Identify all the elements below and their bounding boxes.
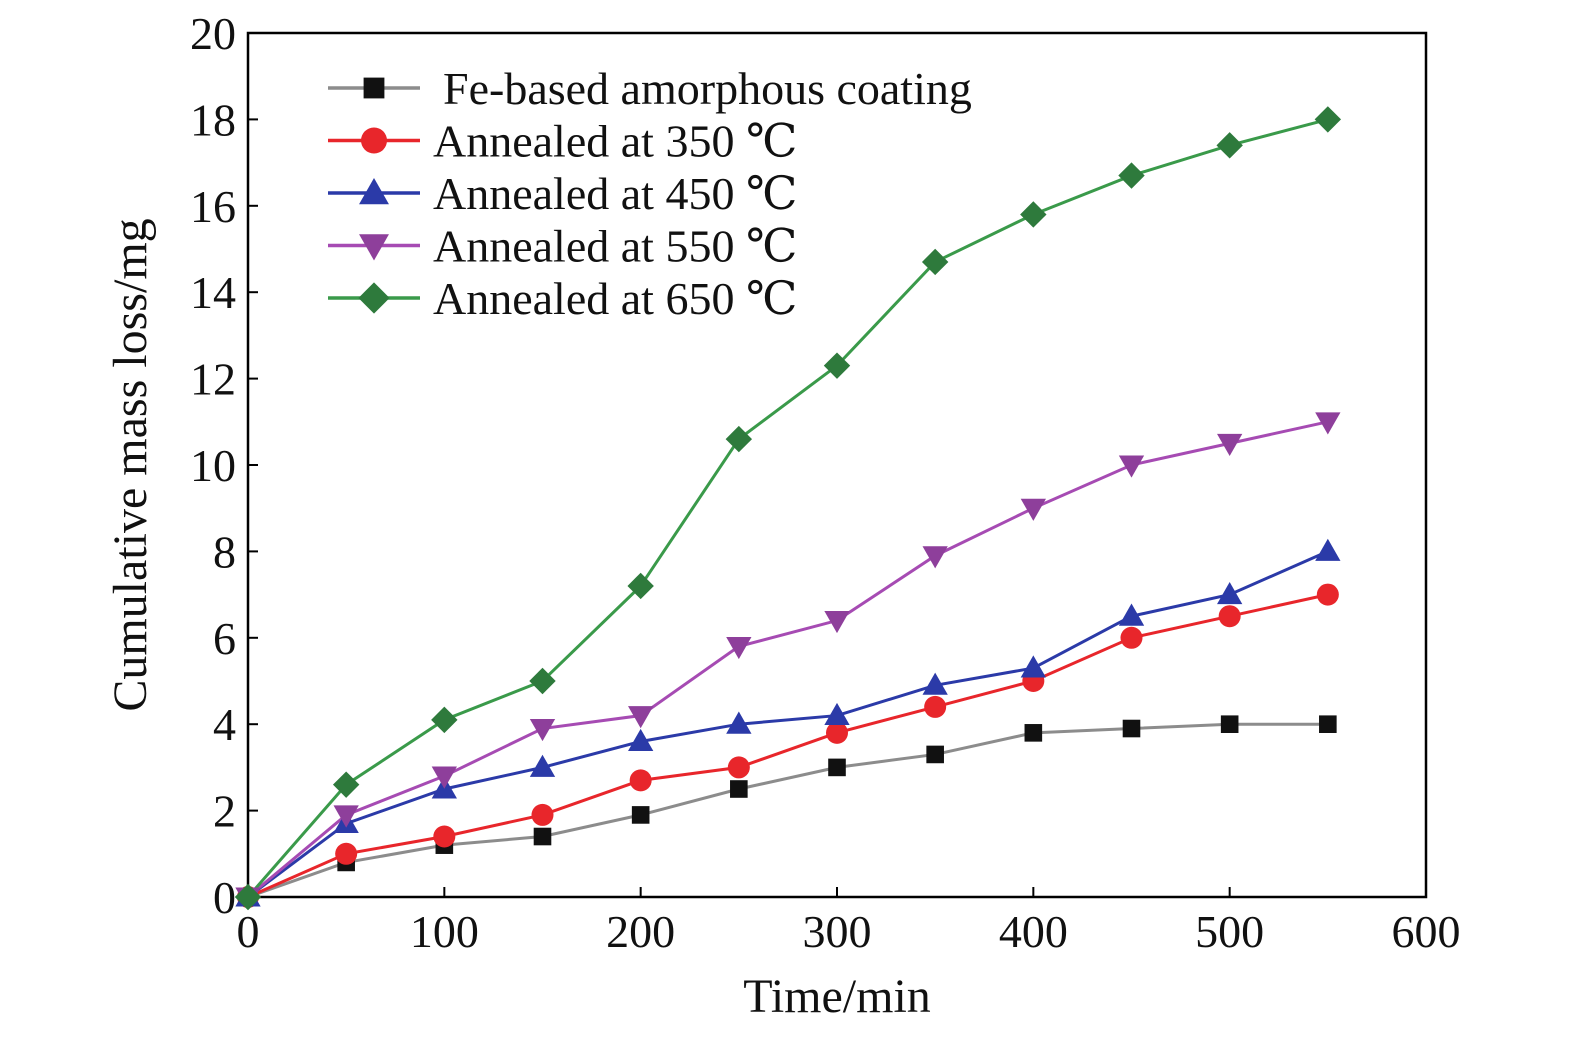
legend-marker	[363, 77, 385, 99]
data-point	[823, 352, 851, 379]
data-point	[332, 771, 360, 798]
data-point	[629, 769, 652, 792]
data-point	[1118, 162, 1145, 189]
data-point	[1315, 412, 1341, 435]
data-point	[628, 706, 654, 729]
series-line	[247, 550, 1329, 899]
data-point	[533, 827, 552, 846]
data-point	[1314, 106, 1342, 133]
legend-label: Annealed at 450 ℃	[433, 168, 797, 219]
data-point	[926, 745, 944, 764]
data-point	[628, 728, 654, 751]
legend-label: Annealed at 350 ℃	[433, 116, 797, 167]
x-tick-label: 100	[410, 906, 479, 957]
series-lines	[246, 117, 1329, 899]
data-point	[529, 667, 556, 695]
y-tick-label: 14	[190, 267, 236, 318]
series-line	[247, 420, 1329, 899]
x-tick-label: 0	[237, 906, 260, 957]
data-point	[1118, 455, 1145, 478]
legend-label: Annealed at 650 ℃	[433, 273, 797, 324]
data-point	[824, 611, 850, 634]
data-point	[730, 780, 748, 798]
data-point	[726, 711, 752, 734]
x-tick-label: 300	[803, 906, 872, 957]
y-tick-label: 4	[213, 699, 236, 750]
y-tick-label: 10	[190, 440, 236, 491]
x-axis-title: Time/min	[743, 970, 931, 1023]
series-line	[247, 722, 1328, 899]
data-point	[726, 636, 752, 660]
data-point	[531, 803, 554, 826]
data-point	[725, 425, 753, 453]
data-point	[727, 756, 750, 779]
legend-marker	[358, 282, 390, 314]
data-point	[1220, 715, 1239, 733]
data-point	[922, 546, 948, 569]
y-tick-label: 6	[213, 613, 236, 664]
y-tick-label: 18	[190, 94, 236, 145]
data-point	[826, 721, 848, 744]
data-point	[1316, 583, 1339, 606]
data-point	[1020, 498, 1046, 521]
data-point	[924, 695, 947, 718]
data-point	[921, 248, 949, 276]
data-point	[529, 754, 556, 777]
data-point	[335, 842, 358, 865]
y-tick-label: 20	[190, 8, 236, 59]
data-point	[1120, 626, 1143, 649]
data-point	[824, 702, 850, 726]
data-point	[631, 806, 650, 824]
data-point	[1020, 655, 1046, 678]
data-point	[1020, 201, 1047, 228]
legend-marker	[361, 127, 387, 154]
legend-marker	[359, 178, 389, 205]
data-point	[1217, 433, 1243, 457]
data-point	[1217, 581, 1243, 605]
data-point	[1218, 605, 1241, 628]
data-point	[1118, 603, 1145, 626]
data-point	[1315, 538, 1341, 561]
data-point	[234, 883, 262, 911]
axis-ticks: 0 100 200 300 400 500 600 0 2 4 6 8 10 12 14 16 18 20	[190, 8, 1461, 957]
series-markers	[234, 106, 1342, 911]
x-tick-label: 200	[606, 906, 675, 957]
data-point	[529, 719, 556, 742]
x-tick-label: 500	[1195, 906, 1264, 957]
x-tick-label: 600	[1392, 906, 1461, 957]
y-tick-label: 2	[213, 786, 236, 837]
data-point	[431, 706, 458, 734]
legend-marker	[359, 234, 389, 261]
data-point	[922, 672, 948, 695]
data-point	[627, 572, 654, 600]
data-point	[828, 758, 846, 777]
legend-label: Fe-based amorphous coating	[443, 63, 972, 114]
data-point	[1319, 715, 1337, 733]
data-point	[1216, 132, 1243, 159]
data-point	[333, 805, 359, 828]
data-point	[433, 825, 456, 848]
data-point	[1024, 724, 1043, 742]
series-line	[246, 117, 1329, 898]
y-tick-label: 0	[213, 872, 236, 923]
data-point	[1122, 719, 1141, 738]
legend-label: Annealed at 550 ℃	[433, 221, 797, 272]
y-tick-label: 16	[190, 181, 236, 232]
data-point	[431, 766, 457, 789]
y-axis-title: Cumulative mass loss/mg	[104, 218, 157, 711]
y-tick-label: 12	[190, 354, 236, 405]
y-tick-label: 8	[213, 526, 236, 577]
series-line	[247, 593, 1329, 899]
x-tick-label: 400	[999, 906, 1068, 957]
